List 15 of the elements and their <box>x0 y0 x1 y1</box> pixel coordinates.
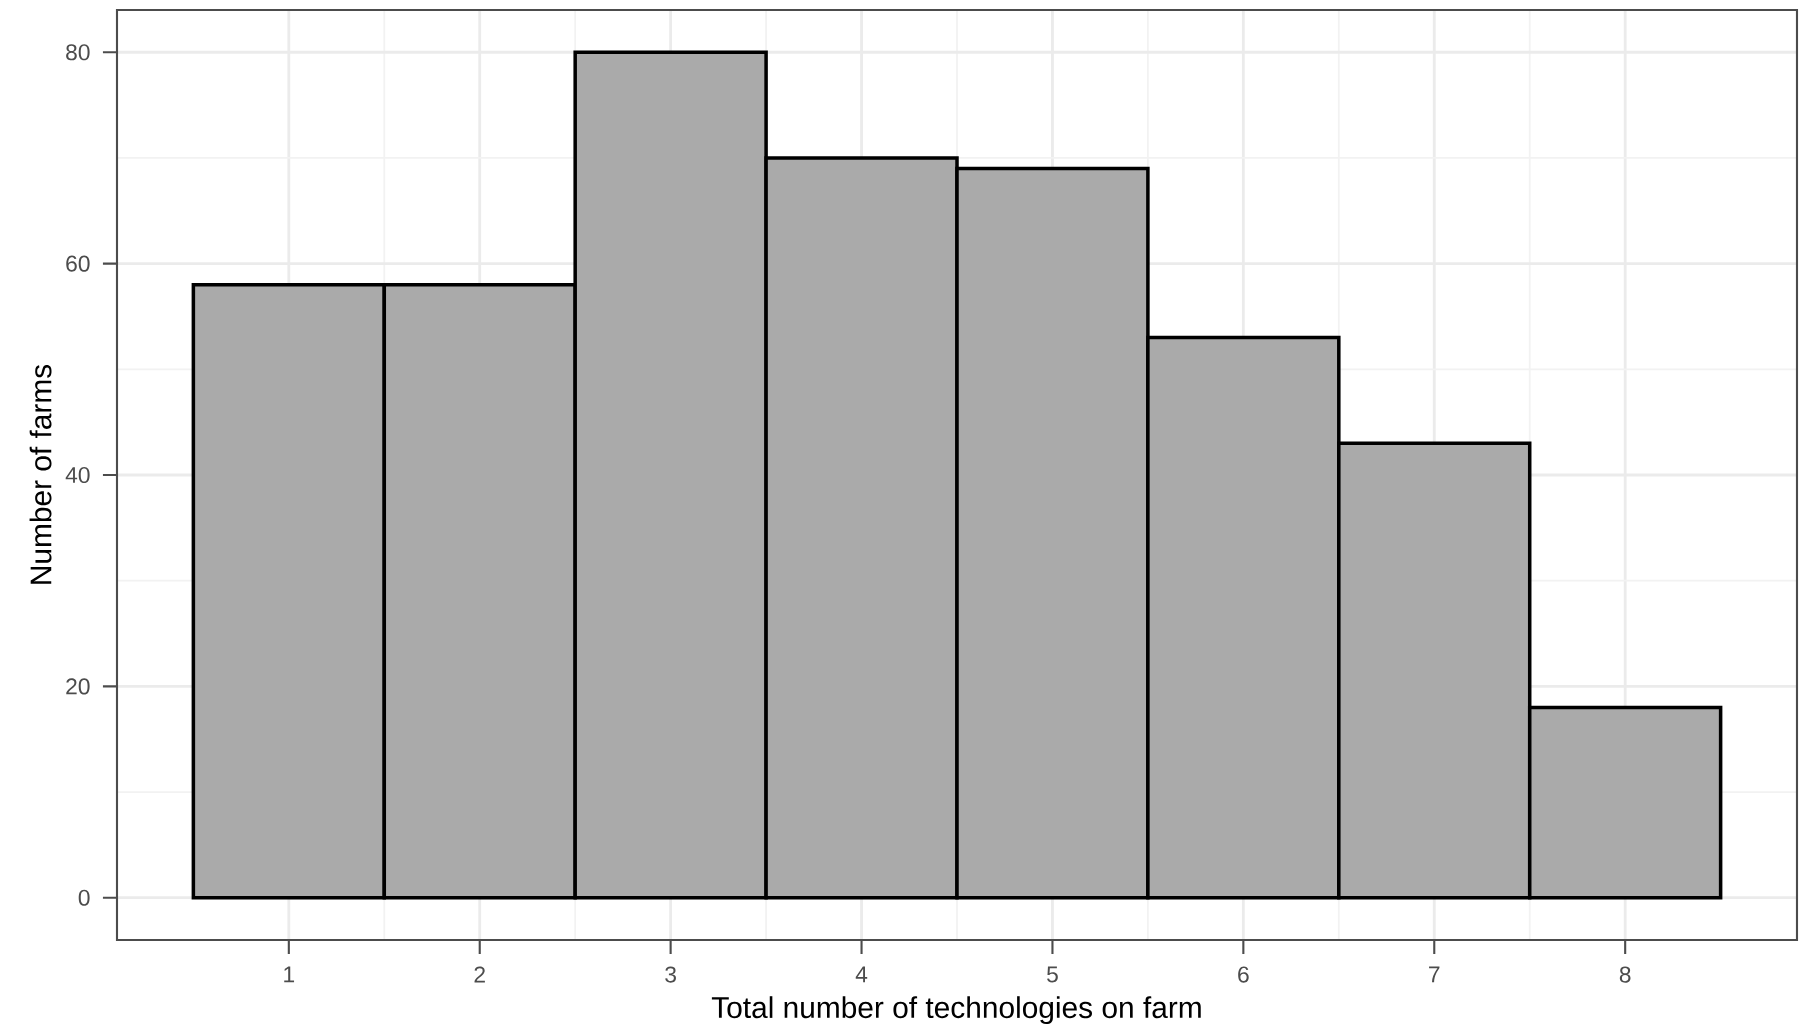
x-tick-label: 4 <box>855 966 868 983</box>
x-tick-label: 8 <box>1619 966 1631 983</box>
x-tick-label: 6 <box>1238 966 1249 983</box>
x-tick-label: 2 <box>474 966 485 983</box>
y-tick-label: 80 <box>66 44 90 61</box>
x-tick-label: 5 <box>1047 966 1058 983</box>
y-tick-label: 20 <box>66 678 90 695</box>
x-tick-label: 3 <box>665 966 676 983</box>
y-tick-label: 60 <box>66 255 90 272</box>
y-axis-title: Number of farms <box>29 364 52 584</box>
y-tick-label: 40 <box>65 466 90 484</box>
x-tick-label: 1 <box>284 966 295 983</box>
x-axis-title: Total number of technologies on farm <box>711 996 1201 1025</box>
y-tick-label: 0 <box>78 889 90 906</box>
x-tick-label: 7 <box>1429 966 1440 983</box>
